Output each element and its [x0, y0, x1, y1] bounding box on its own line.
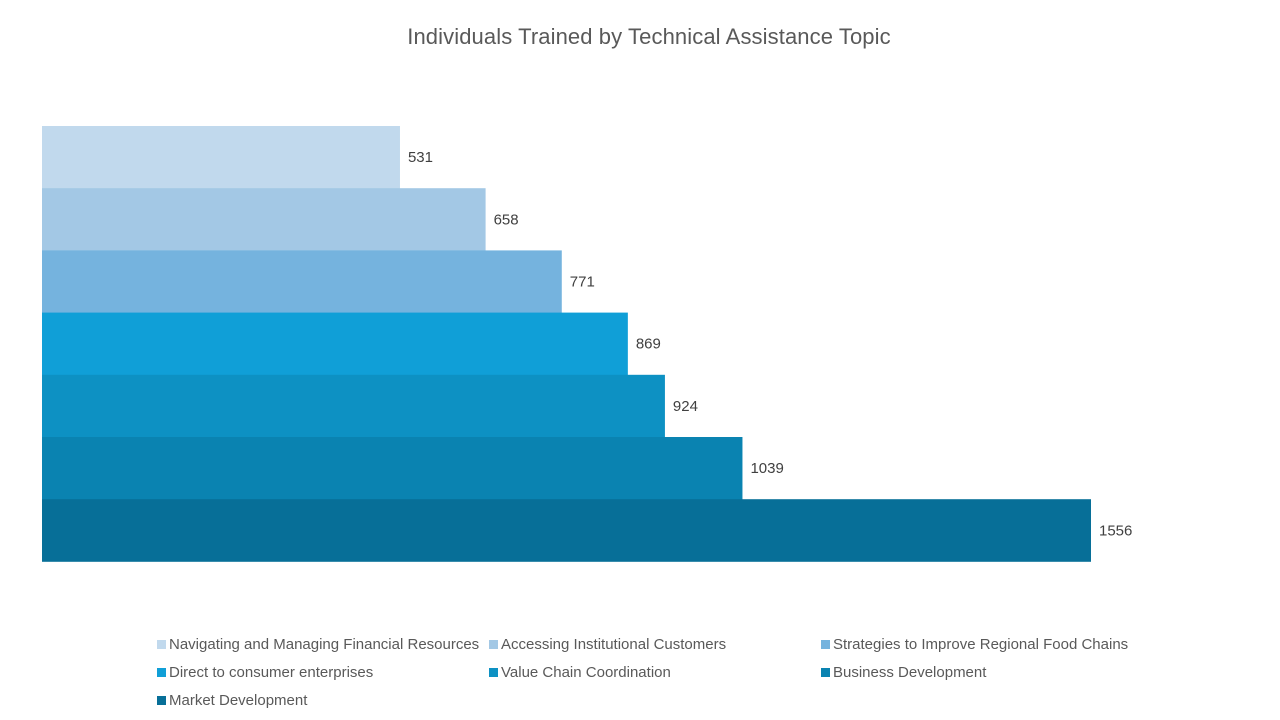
legend-label: Navigating and Managing Financial Resour… — [169, 635, 480, 653]
data-label: 658 — [494, 211, 519, 228]
legend-item: Business Development — [821, 661, 1177, 683]
data-label: 1556 — [1099, 522, 1132, 539]
legend-item: Market Development — [157, 689, 489, 711]
legend-swatch — [821, 639, 830, 649]
legend-item: Accessing Institutional Customers — [489, 633, 821, 655]
legend-label: Accessing Institutional Customers — [501, 635, 727, 653]
legend-label: Market Development — [169, 691, 308, 709]
chart-title: Individuals Trained by Technical Assista… — [407, 24, 891, 49]
bar — [42, 126, 400, 189]
legend-label: Strategies to Improve Regional Food Chai… — [833, 635, 1129, 653]
legend-swatch — [157, 639, 166, 649]
legend-item: Value Chain Coordination — [489, 661, 821, 683]
bar — [42, 250, 562, 313]
legend: Navigating and Managing Financial Resour… — [157, 633, 1177, 711]
legend-label: Direct to consumer enterprises — [169, 663, 374, 681]
data-label: 771 — [570, 274, 595, 291]
data-label: 531 — [408, 149, 433, 166]
legend-label: Value Chain Coordination — [501, 663, 671, 681]
legend-item: Navigating and Managing Financial Resour… — [157, 633, 489, 655]
data-label: 1039 — [750, 460, 783, 477]
legend-label: Business Development — [833, 663, 987, 681]
bars-layer — [42, 126, 1091, 562]
data-label: 869 — [636, 336, 661, 353]
legend-item: Strategies to Improve Regional Food Chai… — [821, 633, 1177, 655]
legend-item: Direct to consumer enterprises — [157, 661, 489, 683]
bar — [42, 437, 743, 500]
legend-swatch — [489, 667, 498, 677]
bar — [42, 312, 628, 376]
bar — [42, 188, 486, 251]
bar — [42, 374, 665, 438]
data-label: 924 — [673, 398, 698, 415]
legend-swatch — [821, 667, 830, 677]
bar — [42, 499, 1091, 562]
data-labels-layer: 531 658 771 869 924 1039 1556 — [408, 149, 1132, 539]
legend-swatch — [157, 667, 166, 677]
legend-swatch — [489, 639, 498, 649]
legend-swatch — [157, 695, 166, 705]
